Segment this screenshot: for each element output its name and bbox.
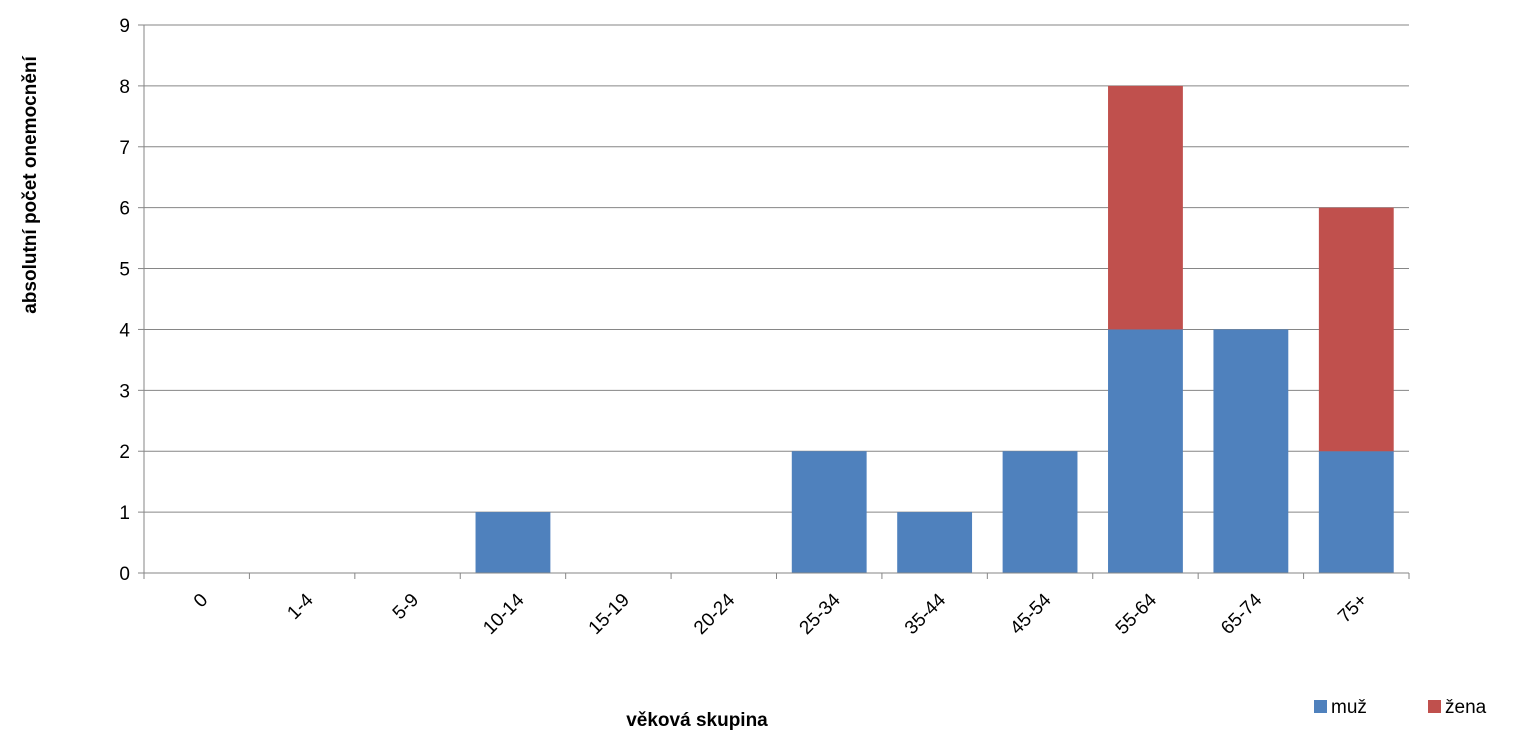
y-tick-label: 2 xyxy=(119,442,130,463)
bar-muž xyxy=(1213,329,1289,573)
x-tick-label: 35-44 xyxy=(901,589,951,639)
y-tick-label: 8 xyxy=(119,77,130,98)
x-tick-labels: 0 1-4 5-9 10-14 15-19 20-24 25-34 35-44 45-54 55-… xyxy=(190,589,1372,639)
y-tick-label: 5 xyxy=(119,260,130,281)
legend-swatch xyxy=(1428,700,1441,713)
bar-muž xyxy=(897,512,973,573)
legend: muž žena xyxy=(1314,697,1487,718)
bar-muž xyxy=(475,512,551,573)
y-tick-label: 3 xyxy=(119,381,130,402)
bar-muž xyxy=(1318,451,1394,573)
y-tick-label: 4 xyxy=(119,320,130,341)
y-tick-label: 6 xyxy=(119,199,130,220)
y-tick-label: 0 xyxy=(119,564,130,585)
y-tick-label: 1 xyxy=(119,503,130,524)
gridlines xyxy=(144,24,1409,513)
bar-muž xyxy=(791,451,867,573)
x-tick-label: 0 xyxy=(190,590,212,612)
legend-label: žena xyxy=(1445,697,1487,718)
x-tick-label: 15-19 xyxy=(585,590,634,639)
bars xyxy=(475,85,1394,573)
x-axis-title: věková skupina xyxy=(626,710,768,731)
axes xyxy=(138,24,1410,579)
y-tick-label: 9 xyxy=(119,16,130,37)
y-tick-label: 7 xyxy=(119,138,130,159)
x-tick-label: 65-74 xyxy=(1217,589,1267,639)
legend-swatch xyxy=(1314,700,1327,713)
x-tick-label: 1-4 xyxy=(283,589,318,624)
bar-muž xyxy=(1002,451,1078,573)
bar-žena xyxy=(1108,85,1183,330)
bar-žena xyxy=(1318,207,1394,452)
x-tick-label: 20-24 xyxy=(690,589,740,639)
x-tick-label: 5-9 xyxy=(389,590,423,624)
x-tick-label: 45-54 xyxy=(1006,589,1056,639)
x-tick-label: 25-34 xyxy=(796,589,846,639)
bar-muž xyxy=(1108,329,1183,573)
x-tick-label: 55-64 xyxy=(1112,589,1162,639)
x-tick-label: 75+ xyxy=(1334,590,1372,628)
y-tick-labels: 0 1 2 3 4 5 6 7 8 9 xyxy=(119,16,130,585)
legend-label: muž xyxy=(1331,697,1367,718)
y-axis-title: absolutní počet onemocnění xyxy=(20,55,41,313)
x-tick-label: 10-14 xyxy=(479,589,529,639)
